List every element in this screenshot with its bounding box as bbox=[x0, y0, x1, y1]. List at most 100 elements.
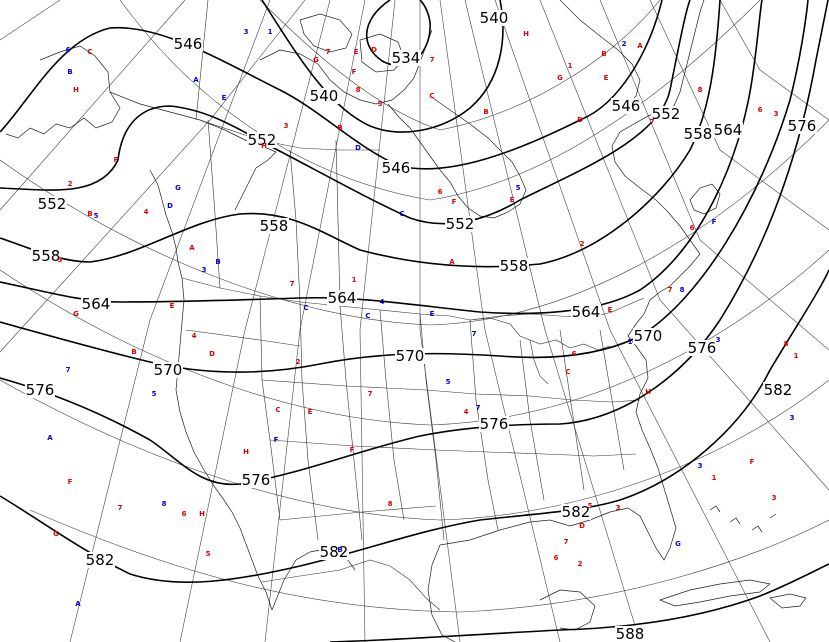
state-line bbox=[259, 295, 281, 521]
meridian bbox=[0, 0, 306, 353]
station-code: H bbox=[73, 86, 79, 94]
station-code: 3 bbox=[244, 28, 249, 36]
station-code: 7 bbox=[368, 390, 373, 398]
station-code: 1 bbox=[794, 352, 799, 360]
station-code: 1 bbox=[568, 62, 573, 70]
contour-582 bbox=[0, 269, 829, 583]
station-code: 4 bbox=[144, 208, 149, 216]
station-code: 1 bbox=[352, 276, 357, 284]
contour-label-558: 558 bbox=[32, 247, 61, 265]
station-code: 7 bbox=[472, 330, 477, 338]
province-line bbox=[199, 119, 380, 151]
contour-label-bg bbox=[687, 340, 717, 356]
station-code: 4 bbox=[192, 332, 197, 340]
station-code: 3 bbox=[202, 266, 207, 274]
meridian bbox=[599, 0, 829, 351]
contour-label-576: 576 bbox=[788, 117, 817, 135]
station-code: 5 bbox=[378, 100, 383, 108]
contour-label-534: 534 bbox=[392, 49, 421, 67]
contour-label-576: 576 bbox=[26, 381, 55, 399]
meridian bbox=[179, 0, 331, 642]
station-code: C bbox=[275, 406, 280, 414]
contour-label-bg bbox=[25, 382, 55, 398]
contour-label-564: 564 bbox=[572, 303, 601, 321]
station-code: F bbox=[350, 446, 355, 454]
meridian bbox=[419, 0, 461, 642]
station-code: A bbox=[75, 600, 81, 608]
station-code: C bbox=[429, 92, 434, 100]
contour-label-582: 582 bbox=[320, 543, 349, 561]
station-code: 6 bbox=[690, 224, 695, 232]
bahamas bbox=[709, 505, 777, 533]
gulf-coast bbox=[439, 447, 677, 561]
contour-label-546: 546 bbox=[174, 35, 203, 53]
station-code: 8 bbox=[388, 500, 393, 508]
station-code: 3 bbox=[698, 462, 703, 470]
station-code: 1 bbox=[712, 474, 717, 482]
contour-label-bg bbox=[763, 382, 793, 398]
province-line bbox=[335, 139, 341, 307]
contour-label-540: 540 bbox=[480, 9, 509, 27]
station-code: F bbox=[68, 478, 73, 486]
state-line bbox=[261, 379, 641, 403]
contour-label-570: 570 bbox=[634, 327, 663, 345]
yucatan-coast bbox=[539, 589, 596, 631]
contour-label-558: 558 bbox=[260, 217, 289, 235]
station-code: 8 bbox=[356, 86, 361, 94]
station-code: A bbox=[637, 42, 643, 50]
station-code: 1 bbox=[628, 338, 633, 346]
station-code: E bbox=[430, 310, 435, 318]
contour-label-564: 564 bbox=[328, 289, 357, 307]
contour-label-582: 582 bbox=[86, 551, 115, 569]
contour-label-546: 546 bbox=[612, 97, 641, 115]
contour-576 bbox=[0, 0, 829, 486]
meridian bbox=[719, 0, 829, 121]
meridian bbox=[0, 0, 186, 211]
contour-label-bg bbox=[327, 290, 357, 306]
contour-label-bg bbox=[319, 544, 349, 560]
station-code: A bbox=[193, 76, 199, 84]
contour-label-bg bbox=[615, 626, 645, 642]
station-code: B bbox=[337, 124, 342, 132]
contour-label-582: 582 bbox=[562, 503, 591, 521]
station-code: 7 bbox=[668, 286, 673, 294]
alaska-canada-border bbox=[195, 0, 209, 121]
meridian bbox=[439, 0, 561, 642]
station-code: 3 bbox=[616, 504, 621, 512]
station-code: H bbox=[199, 510, 205, 518]
station-code: 2 bbox=[578, 560, 583, 568]
greenland-coast bbox=[559, 0, 641, 107]
station-code: 5 bbox=[94, 212, 99, 220]
station-code: B bbox=[337, 546, 342, 554]
station-code: 3 bbox=[774, 110, 779, 118]
station-code: H bbox=[523, 30, 529, 38]
contour-label-552: 552 bbox=[446, 215, 475, 233]
parallel bbox=[0, 119, 829, 326]
station-code: 6 bbox=[758, 106, 763, 114]
contour-558 bbox=[0, 0, 721, 268]
station-code: D bbox=[355, 144, 361, 152]
state-line bbox=[185, 329, 301, 347]
contour-label-bg bbox=[395, 348, 425, 364]
station-code: 7 bbox=[326, 48, 331, 56]
contour-label-576: 576 bbox=[242, 471, 271, 489]
station-code: G bbox=[53, 530, 59, 538]
station-code: E bbox=[308, 408, 313, 416]
station-code: B bbox=[215, 258, 220, 266]
contour-label-bg bbox=[247, 132, 277, 148]
station-code: 8 bbox=[680, 286, 685, 294]
station-code: H bbox=[243, 448, 249, 456]
contour-label-bg bbox=[445, 216, 475, 232]
station-code: 2 bbox=[296, 358, 301, 366]
great-lakes bbox=[529, 339, 549, 385]
cuba bbox=[658, 579, 771, 607]
station-code: F bbox=[712, 218, 717, 226]
contour-label-552: 552 bbox=[652, 105, 681, 123]
newfoundland bbox=[689, 183, 721, 215]
station-code: 7 bbox=[476, 404, 481, 412]
station-code: 5 bbox=[516, 184, 521, 192]
